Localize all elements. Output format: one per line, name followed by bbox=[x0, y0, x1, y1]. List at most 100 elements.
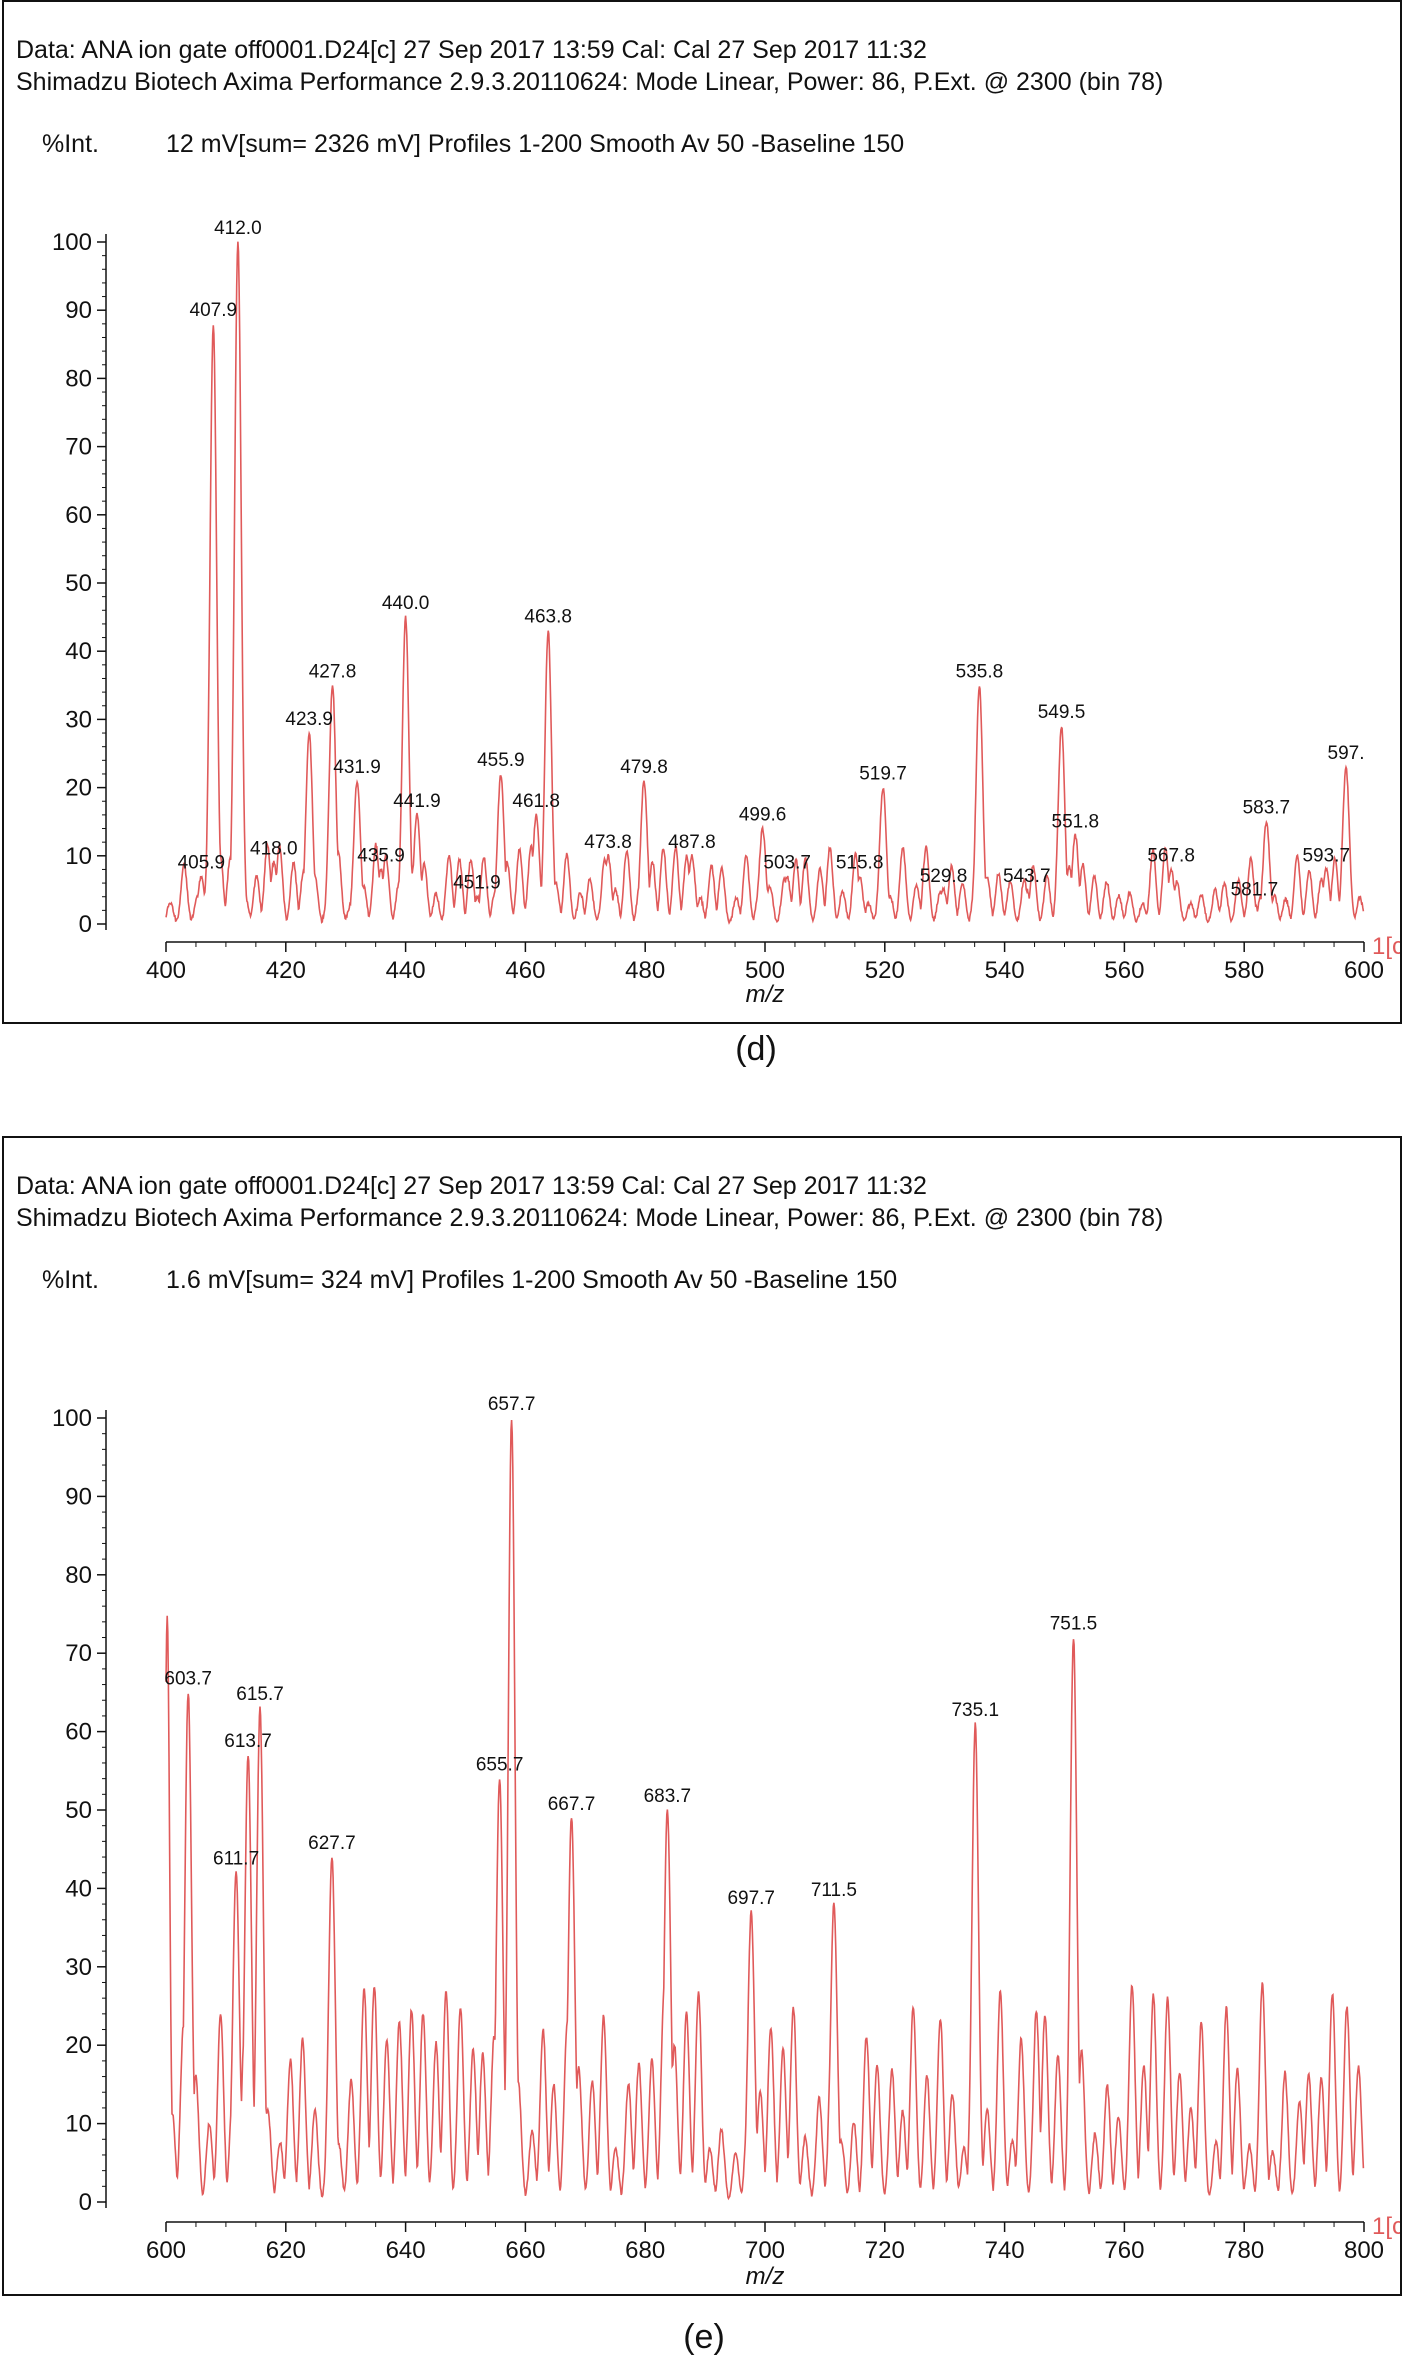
peak-label: 683.7 bbox=[644, 1786, 692, 1807]
x-tick-label: 700 bbox=[745, 2237, 785, 2264]
x-tick-label: 680 bbox=[625, 2237, 665, 2264]
peak-label: 735.1 bbox=[951, 1700, 999, 1721]
spectrum-trace bbox=[165, 1419, 1365, 2201]
peak-label: 473.8 bbox=[584, 832, 632, 853]
x-tick-label: 640 bbox=[386, 2237, 426, 2264]
y-tick-label: 30 bbox=[65, 1954, 92, 1981]
peak-label: 567.8 bbox=[1147, 845, 1195, 866]
peak-label: 543.7 bbox=[1003, 866, 1051, 887]
panel-caption-d: (d) bbox=[735, 1030, 777, 1068]
spectrum-plot-e: 0 10 20 30 40 50 60 70 80 90 100 600 620 640 660 680 700… bbox=[52, 1394, 1400, 2290]
truncated-label: 1[c bbox=[1372, 2213, 1400, 2240]
peak-label: 597. bbox=[1328, 743, 1365, 764]
peak-label: 657.7 bbox=[488, 1394, 536, 1415]
peak-label: 627.7 bbox=[308, 1833, 356, 1854]
x-tick-label: 500 bbox=[745, 957, 785, 984]
peak-label: 440.0 bbox=[382, 593, 430, 614]
x-tick-label: 460 bbox=[505, 957, 545, 984]
instrument-header-line: Shimadzu Biotech Axima Performance 2.9.3… bbox=[16, 68, 1164, 96]
peak-label: 581.7 bbox=[1231, 880, 1279, 901]
y-tick-label: 30 bbox=[65, 706, 92, 733]
x-tick-label: 600 bbox=[146, 2237, 186, 2264]
y-tick-label: 20 bbox=[65, 775, 92, 802]
peak-label: 593.7 bbox=[1302, 845, 1350, 866]
y-tick-label: 20 bbox=[65, 2032, 92, 2059]
x-axis-label: m/z bbox=[746, 2263, 785, 2290]
y-tick-label: 0 bbox=[79, 2189, 92, 2216]
peak-label: 549.5 bbox=[1038, 702, 1086, 723]
peak-label: 519.7 bbox=[859, 764, 907, 785]
intensity-info: 1.6 mV[sum= 324 mV] Profiles 1-200 Smoot… bbox=[166, 1266, 898, 1294]
peak-label: 441.9 bbox=[393, 791, 441, 812]
x-tick-label: 420 bbox=[266, 957, 306, 984]
x-tick-label: 720 bbox=[865, 2237, 905, 2264]
data-header-line: Data: ANA ion gate off0001.D24[c] 27 Sep… bbox=[16, 1172, 927, 1200]
y-axis-label: %Int. bbox=[42, 1266, 99, 1294]
x-tick-label: 580 bbox=[1224, 957, 1264, 984]
peak-label: 503.7 bbox=[763, 852, 811, 873]
x-axis-label: m/z bbox=[746, 981, 785, 1008]
y-tick-label: 90 bbox=[65, 1483, 92, 1510]
spectrum-panel-e: Data: ANA ion gate off0001.D24[c] 27 Sep… bbox=[2, 1136, 1402, 2296]
x-tick-label: 560 bbox=[1104, 957, 1144, 984]
x-tick-label: 800 bbox=[1344, 2237, 1384, 2264]
y-tick-label: 10 bbox=[65, 2111, 92, 2138]
y-tick-label: 40 bbox=[65, 1875, 92, 1902]
y-tick-label: 90 bbox=[65, 297, 92, 324]
peak-label: 487.8 bbox=[668, 832, 716, 853]
peak-label: 405.9 bbox=[178, 852, 226, 873]
peak-label: 461.8 bbox=[512, 791, 560, 812]
truncated-label: 1[c bbox=[1372, 933, 1400, 960]
peak-label: 427.8 bbox=[309, 661, 357, 682]
peak-label: 667.7 bbox=[548, 1794, 596, 1815]
spectrum-panel-d: Data: ANA ion gate off0001.D24[c] 27 Sep… bbox=[2, 0, 1402, 1024]
x-tick-label: 520 bbox=[865, 957, 905, 984]
y-tick-label: 0 bbox=[79, 911, 92, 938]
y-tick-label: 50 bbox=[65, 570, 92, 597]
peak-label: 499.6 bbox=[739, 805, 787, 826]
spectrum-plot-d: 0 10 20 30 40 50 60 70 80 90 100 400 420 440 460 480 500… bbox=[52, 218, 1400, 1008]
peak-label: 611.7 bbox=[213, 1849, 259, 1870]
y-tick-label: 60 bbox=[65, 1719, 92, 1746]
peak-label: 697.7 bbox=[727, 1888, 775, 1909]
peak-label: 407.9 bbox=[190, 300, 238, 321]
peak-label: 751.5 bbox=[1050, 1614, 1098, 1635]
y-tick-label: 10 bbox=[65, 843, 92, 870]
spectrum-trace bbox=[165, 241, 1365, 925]
y-tick-label: 100 bbox=[52, 229, 92, 256]
y-tick-label: 80 bbox=[65, 1562, 92, 1589]
panel-caption-e: (e) bbox=[683, 2318, 725, 2356]
peak-label: 455.9 bbox=[477, 750, 525, 771]
x-tick-label: 480 bbox=[625, 957, 665, 984]
peak-label: 515.8 bbox=[836, 852, 884, 873]
peak-label: 551.8 bbox=[1052, 811, 1100, 832]
peak-label: 479.8 bbox=[620, 757, 668, 778]
peak-label: 435.9 bbox=[357, 845, 405, 866]
x-tick-label: 740 bbox=[985, 2237, 1025, 2264]
x-tick-label: 620 bbox=[266, 2237, 306, 2264]
x-tick-label: 440 bbox=[386, 957, 426, 984]
x-tick-label: 660 bbox=[505, 2237, 545, 2264]
peak-label: 529.8 bbox=[920, 866, 968, 887]
peak-label: 535.8 bbox=[956, 661, 1004, 682]
peak-label: 423.9 bbox=[285, 709, 333, 730]
y-tick-label: 60 bbox=[65, 502, 92, 529]
intensity-info: 12 mV[sum= 2326 mV] Profiles 1-200 Smoot… bbox=[166, 130, 905, 158]
x-tick-label: 600 bbox=[1344, 957, 1384, 984]
peak-label: 412.0 bbox=[214, 218, 262, 239]
peak-label: 603.7 bbox=[164, 1668, 212, 1689]
y-tick-label: 50 bbox=[65, 1797, 92, 1824]
x-tick-label: 760 bbox=[1104, 2237, 1144, 2264]
y-tick-label: 70 bbox=[65, 434, 92, 461]
x-tick-label: 540 bbox=[985, 957, 1025, 984]
y-tick-label: 40 bbox=[65, 638, 92, 665]
instrument-header-line: Shimadzu Biotech Axima Performance 2.9.3… bbox=[16, 1204, 1164, 1232]
peak-label: 418.0 bbox=[250, 839, 298, 860]
x-tick-label: 780 bbox=[1224, 2237, 1264, 2264]
peak-label: 613.7 bbox=[224, 1731, 272, 1752]
peak-label: 463.8 bbox=[524, 607, 572, 628]
y-tick-label: 70 bbox=[65, 1640, 92, 1667]
y-tick-label: 100 bbox=[52, 1405, 92, 1432]
peak-label: 431.9 bbox=[333, 757, 381, 778]
peak-label: 655.7 bbox=[476, 1755, 524, 1776]
